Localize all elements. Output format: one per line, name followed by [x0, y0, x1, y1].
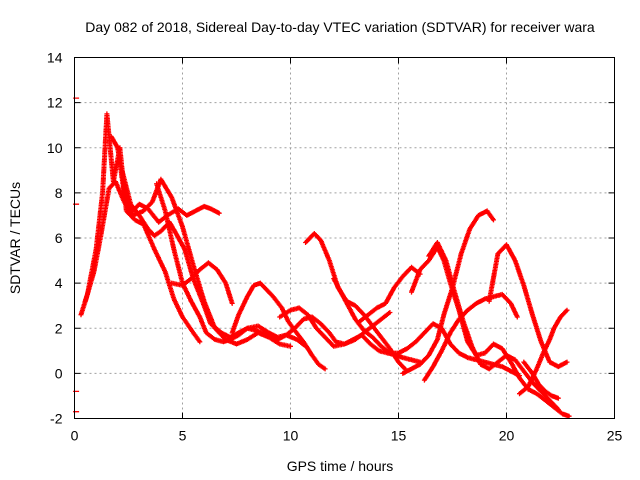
x-tick-label: 25	[607, 428, 623, 444]
data-marker-path	[229, 280, 328, 372]
y-tick-label: 2	[55, 320, 63, 336]
data-marker-path	[303, 231, 408, 372]
series-track-r	[521, 359, 561, 401]
data-points	[73, 97, 572, 419]
x-tick-label: 5	[179, 428, 187, 444]
y-tick-label: 10	[47, 140, 63, 156]
axis-ticks: 0 5 10 15 20 25 -2 0 2 4 6 8 10 12 14	[47, 50, 623, 444]
data-marker-path	[357, 264, 423, 324]
series-track-f	[169, 260, 235, 306]
series-track-k	[357, 264, 423, 324]
y-axis-label: SDTVAR / TECUs	[7, 182, 23, 294]
data-marker-path	[169, 260, 235, 306]
y-tick-label: 4	[55, 275, 63, 291]
chart-title: Day 082 of 2018, Sidereal Day-to-day VTE…	[85, 19, 595, 35]
series-track-i	[303, 231, 408, 372]
y-tick-label: 14	[47, 50, 63, 66]
x-tick-label: 0	[71, 428, 79, 444]
data-marker-path	[426, 240, 561, 412]
x-tick-label: 15	[391, 428, 407, 444]
data-marker-path	[421, 291, 520, 383]
series-stray-points	[73, 97, 80, 413]
series-track-g	[229, 280, 328, 372]
y-tick-label: 12	[47, 95, 63, 111]
grid	[74, 57, 615, 419]
y-tick-label: -2	[50, 411, 63, 427]
x-tick-label: 20	[499, 428, 515, 444]
series-track-m	[400, 208, 496, 376]
data-marker-path	[521, 359, 561, 401]
data-marker-path	[400, 208, 496, 376]
data-marker-path	[73, 97, 80, 413]
y-tick-label: 8	[55, 185, 63, 201]
y-tick-label: 6	[55, 230, 63, 246]
series-track-n	[421, 291, 520, 383]
series-track-o	[426, 240, 561, 412]
x-axis-label: GPS time / hours	[287, 458, 394, 474]
data-marker-path	[486, 242, 570, 370]
y-tick-label: 0	[55, 365, 63, 381]
x-tick-label: 10	[283, 428, 299, 444]
series-track-p	[486, 242, 570, 370]
